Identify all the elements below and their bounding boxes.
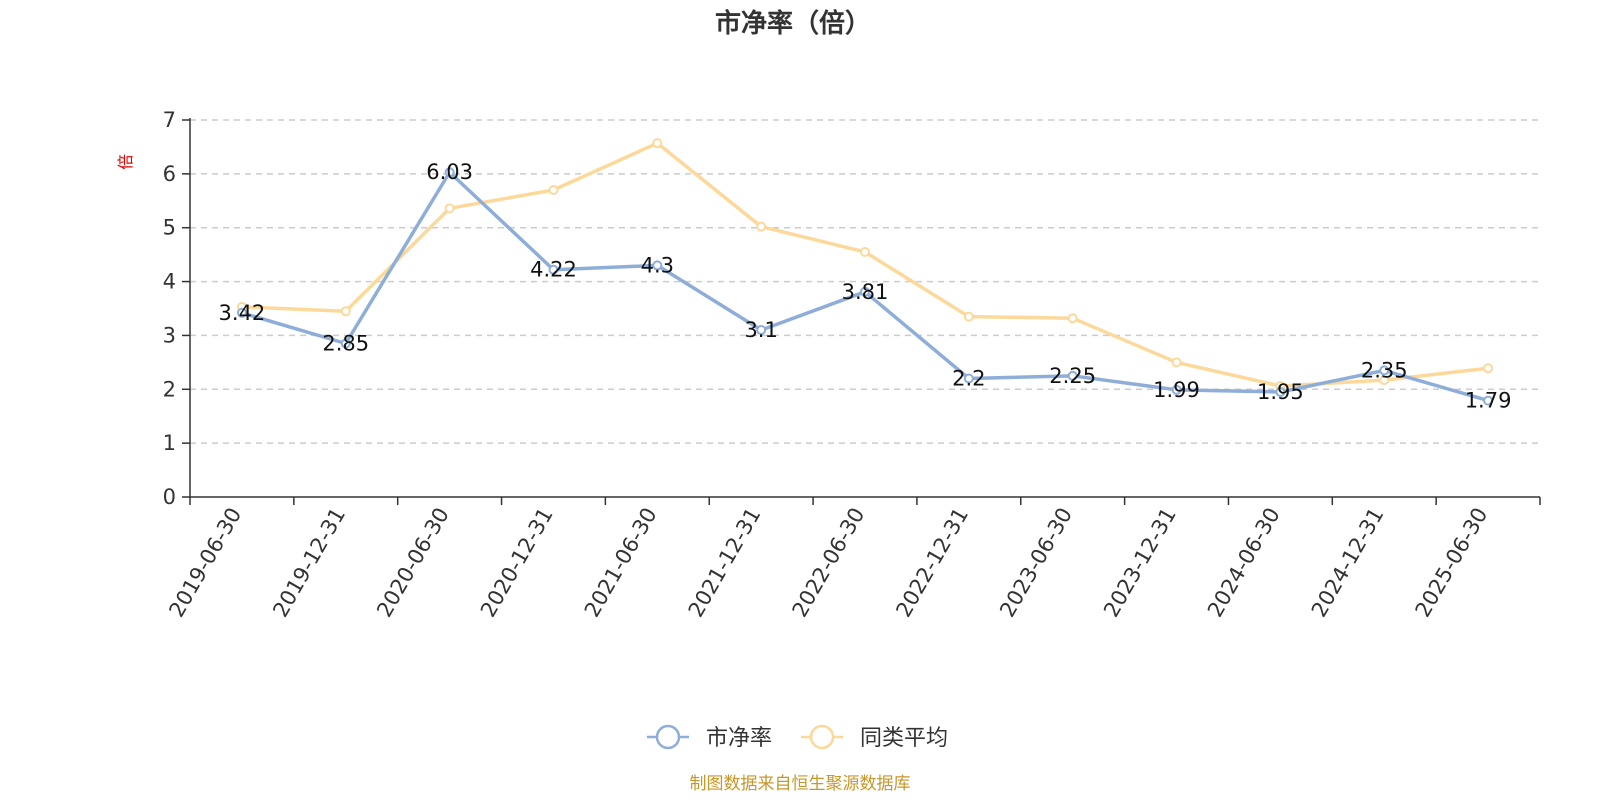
series-point <box>340 338 351 349</box>
y-tick-label: 6 <box>163 162 176 186</box>
series-point <box>1379 375 1390 386</box>
x-tick-label: 2024-06-30 <box>1203 504 1285 622</box>
data-label: 3.81 <box>842 280 889 304</box>
series-point <box>1275 386 1286 397</box>
data-label: 1.99 <box>1153 378 1200 402</box>
y-tick-label: 2 <box>163 377 176 401</box>
legend: 市净率 同类平均 <box>647 724 948 751</box>
x-tick-label: 2021-12-31 <box>684 504 766 622</box>
data-label: 2.35 <box>1361 358 1408 382</box>
y-tick-label: 3 <box>163 323 176 347</box>
x-tick-label: 2020-06-30 <box>372 503 454 621</box>
axes: 0 1 2 3 4 5 6 7 2019-06-30 2019-12-31 2020-06-30 20… <box>163 108 1541 622</box>
data-labels: 3.42 2.85 6.03 4.22 4.3 3.1 3.81 2.2 2.25 1.99 1.9… <box>219 160 1512 412</box>
x-tick-label: 2025-06-30 <box>1411 504 1493 622</box>
data-label: 2.25 <box>1049 364 1096 388</box>
series-point <box>340 306 351 317</box>
x-tick-label: 2022-12-31 <box>891 504 973 622</box>
y-tick-label: 1 <box>163 431 176 455</box>
series-point <box>963 311 974 322</box>
series-point <box>860 286 870 297</box>
series-lines <box>236 138 1494 406</box>
data-label: 4.3 <box>641 253 674 277</box>
y-axis-unit-label: 倍 <box>116 154 135 170</box>
series-point <box>963 373 974 384</box>
data-label: 1.95 <box>1257 380 1304 404</box>
series-point <box>236 307 247 318</box>
legend-label: 市净率 <box>706 726 772 751</box>
chart-title: 市净率（倍） <box>715 8 871 39</box>
x-tick-label: 2021-06-30 <box>580 504 662 622</box>
data-label: 3.1 <box>744 318 777 342</box>
data-label: 4.22 <box>530 258 577 282</box>
data-label: 2.2 <box>952 367 985 391</box>
x-tick-label: 2023-12-31 <box>1099 504 1181 622</box>
series-point <box>652 138 663 149</box>
series-point <box>756 325 767 336</box>
series-point <box>1067 313 1078 324</box>
source-note: 制图数据来自恒生聚源数据库 <box>690 774 911 794</box>
x-tick-label: 2019-06-30 <box>164 504 246 622</box>
x-tick-label: 2019-12-31 <box>268 504 350 622</box>
x-tick-label: 2023-06-30 <box>995 504 1077 622</box>
x-tick-label: 2022-06-30 <box>788 504 870 622</box>
x-tick-label: 2024-12-31 <box>1307 504 1389 622</box>
legend-label: 同类平均 <box>860 726 948 751</box>
x-tick-label: 2020-12-31 <box>476 504 558 622</box>
data-label: 3.42 <box>219 301 266 325</box>
legend-circle-icon <box>809 724 835 750</box>
series-point <box>652 260 663 271</box>
series-point <box>860 246 870 257</box>
series-point <box>1171 357 1182 368</box>
series-point <box>756 221 767 232</box>
series-point <box>1379 365 1390 376</box>
series-point <box>548 264 559 275</box>
data-label: 6.03 <box>426 160 473 184</box>
series-point <box>548 185 559 196</box>
y-tick-label: 7 <box>163 108 176 132</box>
data-label: 1.79 <box>1465 389 1512 413</box>
series-point <box>1067 370 1078 381</box>
series-point <box>444 167 455 178</box>
y-tick-label: 5 <box>163 216 176 240</box>
series-point <box>444 203 455 214</box>
data-label: 2.85 <box>322 332 369 356</box>
y-tick-label: 4 <box>163 270 176 294</box>
legend-circle-icon <box>655 724 681 750</box>
series-point <box>1483 395 1494 406</box>
series-point <box>1483 363 1494 374</box>
series-point <box>1171 384 1182 395</box>
y-tick-label: 0 <box>163 485 176 509</box>
